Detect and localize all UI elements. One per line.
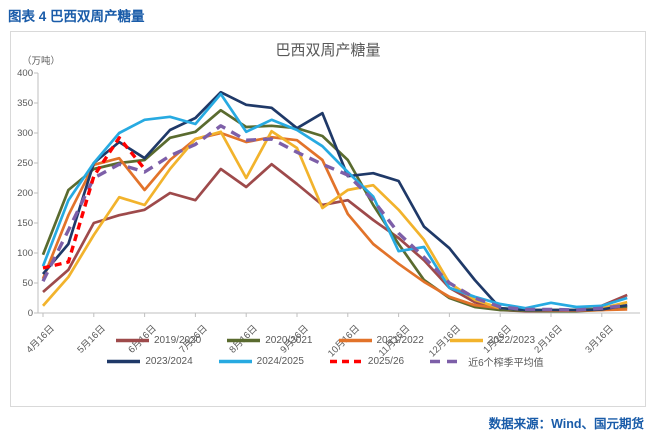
legend-item-2020-2021: 2020/2021: [227, 334, 313, 346]
y-tick-label: 150: [17, 218, 33, 229]
legend-line-swatch: [115, 338, 149, 342]
legend-line-swatch: [218, 359, 252, 363]
legend-line-swatch: [329, 359, 363, 363]
y-tick-label: 250: [17, 158, 33, 169]
legend-item--6-: 近6个榨季平均值: [430, 354, 544, 369]
legend-label: 2022/2023: [487, 334, 536, 346]
y-tick-label: 200: [17, 188, 33, 199]
y-tick-label: 300: [17, 128, 33, 139]
legend-item-2023-2024: 2023/2024: [107, 355, 193, 367]
legend-item-2025-26: 2025/26: [329, 355, 405, 367]
legend-line-swatch: [449, 338, 483, 342]
legend-line-swatch: [430, 359, 464, 363]
legend-item-2022-2023: 2022/2023: [449, 334, 536, 346]
legend-label: 2019/2020: [153, 334, 202, 346]
y-axis-unit-label: （万吨）: [22, 56, 61, 67]
legend-label: 2025/26: [367, 355, 405, 367]
legend-line-swatch: [107, 359, 141, 363]
legend-label: 近6个榨季平均值: [468, 357, 544, 369]
legend-label: 2024/2025: [256, 355, 304, 367]
y-tick-label: 400: [17, 68, 33, 79]
legend-item-2021-2022: 2021/2022: [338, 334, 424, 346]
y-tick-label: 100: [17, 248, 33, 259]
legend-line-swatch: [338, 338, 372, 342]
legend-label: 2020/2021: [265, 334, 313, 346]
legend-line-swatch: [227, 338, 261, 342]
y-tick-label: 50: [22, 278, 33, 289]
figure-caption: 图表 4 巴西双周产糖量: [8, 9, 145, 24]
legend-row-2: 2023/2024 2024/2025 2025/26 近6个榨季平均值: [0, 351, 651, 371]
legend-row-1: 2019/2020 2020/2021 2021/2022 2022/2023: [0, 330, 651, 350]
data-source: 数据来源：Wind、国元期货: [488, 417, 644, 431]
y-tick-label: 350: [17, 98, 33, 109]
y-tick-label: 0: [27, 308, 33, 319]
legend-label: 2023/2024: [145, 355, 193, 367]
legend-label: 2021/2022: [376, 334, 424, 346]
chart-legend: 2019/2020 2020/2021 2021/2022 2022/2023 202…: [0, 330, 651, 371]
legend-item-2019-2020: 2019/2020: [115, 334, 202, 346]
legend-item-2024-2025: 2024/2025: [218, 355, 304, 367]
chart-title: 巴西双周产糖量: [275, 42, 381, 59]
